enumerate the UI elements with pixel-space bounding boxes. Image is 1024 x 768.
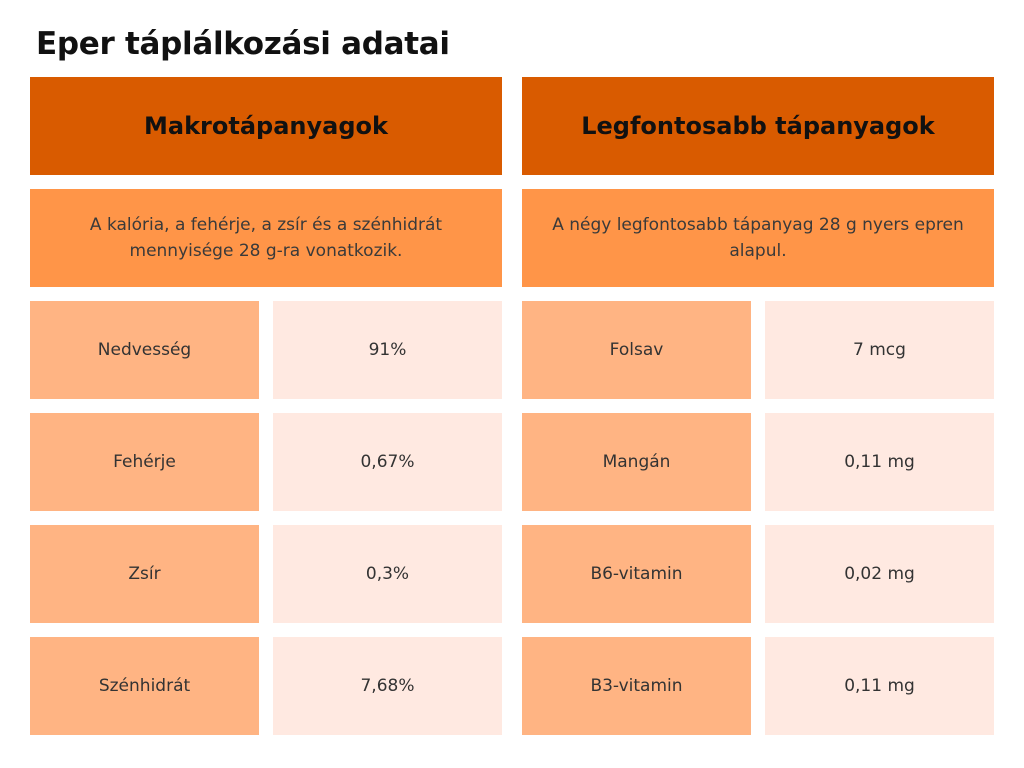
nutrient-value: 0,02 mg [765,525,994,623]
section-header: Makrotápanyagok [30,77,502,175]
nutrient-value: 7 mcg [765,301,994,399]
table-row: B6-vitamin 0,02 mg [522,525,994,623]
table-row: Fehérje 0,67% [30,413,502,511]
section-note: A kalória, a fehérje, a zsír és a szénhi… [30,189,502,287]
nutrient-value: 0,3% [273,525,502,623]
table-row: Nedvesség 91% [30,301,502,399]
nutrient-label: B6-vitamin [522,525,751,623]
nutrient-label: Folsav [522,301,751,399]
table-row: Szénhidrát 7,68% [30,637,502,735]
nutrient-rows: Folsav 7 mcg Mangán 0,11 mg B6-vitamin 0… [522,301,994,735]
nutrient-value: 7,68% [273,637,502,735]
nutrient-label: Fehérje [30,413,259,511]
nutrient-value: 0,67% [273,413,502,511]
nutrient-value: 0,11 mg [765,637,994,735]
table-row: Folsav 7 mcg [522,301,994,399]
nutrient-label: Mangán [522,413,751,511]
table-row: Mangán 0,11 mg [522,413,994,511]
macronutrients-section: Makrotápanyagok A kalória, a fehérje, a … [30,77,502,735]
nutrient-label: Szénhidrát [30,637,259,735]
key-nutrients-section: Legfontosabb tápanyagok A négy legfontos… [522,77,994,735]
nutrient-value: 91% [273,301,502,399]
nutrient-label: Zsír [30,525,259,623]
nutrient-label: B3-vitamin [522,637,751,735]
table-row: Zsír 0,3% [30,525,502,623]
table-row: B3-vitamin 0,11 mg [522,637,994,735]
section-note: A négy legfontosabb tápanyag 28 g nyers … [522,189,994,287]
nutrient-rows: Nedvesség 91% Fehérje 0,67% Zsír 0,3% Sz… [30,301,502,735]
page-title: Eper táplálkozási adatai [36,26,450,62]
nutrient-value: 0,11 mg [765,413,994,511]
nutrient-label: Nedvesség [30,301,259,399]
section-header: Legfontosabb tápanyagok [522,77,994,175]
